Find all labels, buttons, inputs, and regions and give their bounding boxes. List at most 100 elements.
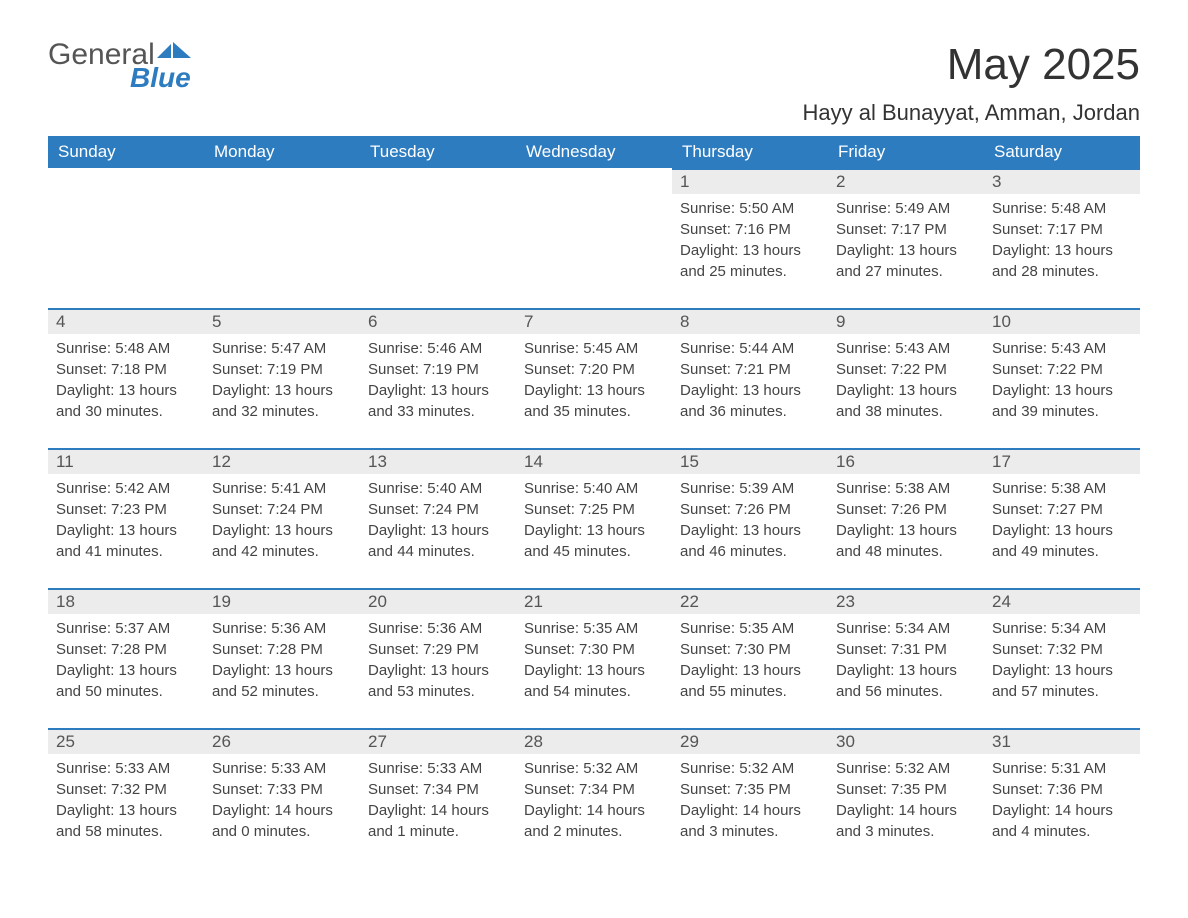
daylight-text: Daylight: 13 hours and 46 minutes.	[680, 520, 820, 562]
sunrise-text: Sunrise: 5:40 AM	[524, 478, 664, 499]
weekday-header: Monday	[204, 136, 360, 168]
daylight-text: Daylight: 13 hours and 27 minutes.	[836, 240, 976, 282]
sunrise-text: Sunrise: 5:44 AM	[680, 338, 820, 359]
weekday-header: Tuesday	[360, 136, 516, 168]
sunset-text: Sunset: 7:29 PM	[368, 639, 508, 660]
day-number: 7	[516, 310, 672, 334]
calendar-day-cell: 8Sunrise: 5:44 AMSunset: 7:21 PMDaylight…	[672, 308, 828, 448]
sunset-text: Sunset: 7:16 PM	[680, 219, 820, 240]
daylight-text: Daylight: 13 hours and 45 minutes.	[524, 520, 664, 562]
day-number: 15	[672, 450, 828, 474]
sunset-text: Sunset: 7:35 PM	[836, 779, 976, 800]
sunset-text: Sunset: 7:35 PM	[680, 779, 820, 800]
daylight-text: Daylight: 13 hours and 38 minutes.	[836, 380, 976, 422]
calendar-body: 1Sunrise: 5:50 AMSunset: 7:16 PMDaylight…	[48, 168, 1140, 868]
day-body: Sunrise: 5:37 AMSunset: 7:28 PMDaylight:…	[48, 614, 204, 728]
day-body: Sunrise: 5:38 AMSunset: 7:26 PMDaylight:…	[828, 474, 984, 588]
calendar-day-cell: 2Sunrise: 5:49 AMSunset: 7:17 PMDaylight…	[828, 168, 984, 308]
sunset-text: Sunset: 7:19 PM	[212, 359, 352, 380]
sunrise-text: Sunrise: 5:47 AM	[212, 338, 352, 359]
weekday-header: Thursday	[672, 136, 828, 168]
day-number: 12	[204, 450, 360, 474]
daylight-text: Daylight: 13 hours and 28 minutes.	[992, 240, 1132, 282]
daylight-text: Daylight: 13 hours and 54 minutes.	[524, 660, 664, 702]
sunrise-text: Sunrise: 5:35 AM	[680, 618, 820, 639]
sunrise-text: Sunrise: 5:33 AM	[368, 758, 508, 779]
daylight-text: Daylight: 13 hours and 42 minutes.	[212, 520, 352, 562]
sunrise-text: Sunrise: 5:36 AM	[212, 618, 352, 639]
daylight-text: Daylight: 13 hours and 52 minutes.	[212, 660, 352, 702]
calendar-day-cell: 25Sunrise: 5:33 AMSunset: 7:32 PMDayligh…	[48, 728, 204, 868]
day-body: Sunrise: 5:46 AMSunset: 7:19 PMDaylight:…	[360, 334, 516, 448]
day-body: Sunrise: 5:44 AMSunset: 7:21 PMDaylight:…	[672, 334, 828, 448]
daylight-text: Daylight: 14 hours and 3 minutes.	[836, 800, 976, 842]
daylight-text: Daylight: 13 hours and 56 minutes.	[836, 660, 976, 702]
calendar-day-cell: 24Sunrise: 5:34 AMSunset: 7:32 PMDayligh…	[984, 588, 1140, 728]
sunset-text: Sunset: 7:28 PM	[212, 639, 352, 660]
sunset-text: Sunset: 7:33 PM	[212, 779, 352, 800]
daylight-text: Daylight: 14 hours and 3 minutes.	[680, 800, 820, 842]
daylight-text: Daylight: 13 hours and 48 minutes.	[836, 520, 976, 562]
daylight-text: Daylight: 13 hours and 49 minutes.	[992, 520, 1132, 562]
calendar-day-cell	[360, 168, 516, 308]
daylight-text: Daylight: 13 hours and 30 minutes.	[56, 380, 196, 422]
day-body: Sunrise: 5:41 AMSunset: 7:24 PMDaylight:…	[204, 474, 360, 588]
calendar-day-cell: 20Sunrise: 5:36 AMSunset: 7:29 PMDayligh…	[360, 588, 516, 728]
sunrise-text: Sunrise: 5:48 AM	[992, 198, 1132, 219]
sunset-text: Sunset: 7:26 PM	[680, 499, 820, 520]
day-number: 25	[48, 730, 204, 754]
daylight-text: Daylight: 13 hours and 39 minutes.	[992, 380, 1132, 422]
sunset-text: Sunset: 7:36 PM	[992, 779, 1132, 800]
day-number: 28	[516, 730, 672, 754]
day-body: Sunrise: 5:36 AMSunset: 7:28 PMDaylight:…	[204, 614, 360, 728]
sunrise-text: Sunrise: 5:35 AM	[524, 618, 664, 639]
calendar-week-row: 4Sunrise: 5:48 AMSunset: 7:18 PMDaylight…	[48, 308, 1140, 448]
sunset-text: Sunset: 7:30 PM	[680, 639, 820, 660]
sunset-text: Sunset: 7:25 PM	[524, 499, 664, 520]
day-body: Sunrise: 5:32 AMSunset: 7:34 PMDaylight:…	[516, 754, 672, 868]
sunset-text: Sunset: 7:34 PM	[524, 779, 664, 800]
day-body: Sunrise: 5:39 AMSunset: 7:26 PMDaylight:…	[672, 474, 828, 588]
sunset-text: Sunset: 7:34 PM	[368, 779, 508, 800]
sunrise-text: Sunrise: 5:39 AM	[680, 478, 820, 499]
calendar-day-cell: 4Sunrise: 5:48 AMSunset: 7:18 PMDaylight…	[48, 308, 204, 448]
daylight-text: Daylight: 13 hours and 53 minutes.	[368, 660, 508, 702]
day-number: 14	[516, 450, 672, 474]
weekday-header: Friday	[828, 136, 984, 168]
sunrise-text: Sunrise: 5:46 AM	[368, 338, 508, 359]
day-body: Sunrise: 5:48 AMSunset: 7:17 PMDaylight:…	[984, 194, 1140, 308]
calendar-day-cell: 9Sunrise: 5:43 AMSunset: 7:22 PMDaylight…	[828, 308, 984, 448]
title-block: May 2025	[947, 40, 1140, 90]
day-body: Sunrise: 5:36 AMSunset: 7:29 PMDaylight:…	[360, 614, 516, 728]
weekday-header: Wednesday	[516, 136, 672, 168]
daylight-text: Daylight: 14 hours and 2 minutes.	[524, 800, 664, 842]
calendar-day-cell: 15Sunrise: 5:39 AMSunset: 7:26 PMDayligh…	[672, 448, 828, 588]
daylight-text: Daylight: 13 hours and 50 minutes.	[56, 660, 196, 702]
day-number: 6	[360, 310, 516, 334]
day-number: 13	[360, 450, 516, 474]
day-body: Sunrise: 5:33 AMSunset: 7:32 PMDaylight:…	[48, 754, 204, 868]
calendar-week-row: 18Sunrise: 5:37 AMSunset: 7:28 PMDayligh…	[48, 588, 1140, 728]
day-body: Sunrise: 5:35 AMSunset: 7:30 PMDaylight:…	[516, 614, 672, 728]
sunrise-text: Sunrise: 5:38 AM	[836, 478, 976, 499]
calendar-week-row: 11Sunrise: 5:42 AMSunset: 7:23 PMDayligh…	[48, 448, 1140, 588]
day-body: Sunrise: 5:31 AMSunset: 7:36 PMDaylight:…	[984, 754, 1140, 868]
day-number: 23	[828, 590, 984, 614]
day-number: 5	[204, 310, 360, 334]
day-number: 9	[828, 310, 984, 334]
calendar-day-cell	[48, 168, 204, 308]
calendar-day-cell: 31Sunrise: 5:31 AMSunset: 7:36 PMDayligh…	[984, 728, 1140, 868]
sunset-text: Sunset: 7:17 PM	[992, 219, 1132, 240]
calendar-day-cell: 6Sunrise: 5:46 AMSunset: 7:19 PMDaylight…	[360, 308, 516, 448]
sunrise-text: Sunrise: 5:37 AM	[56, 618, 196, 639]
sunrise-text: Sunrise: 5:32 AM	[836, 758, 976, 779]
calendar-day-cell: 23Sunrise: 5:34 AMSunset: 7:31 PMDayligh…	[828, 588, 984, 728]
daylight-text: Daylight: 13 hours and 44 minutes.	[368, 520, 508, 562]
calendar-day-cell: 5Sunrise: 5:47 AMSunset: 7:19 PMDaylight…	[204, 308, 360, 448]
day-number: 18	[48, 590, 204, 614]
sunrise-text: Sunrise: 5:31 AM	[992, 758, 1132, 779]
calendar-day-cell: 22Sunrise: 5:35 AMSunset: 7:30 PMDayligh…	[672, 588, 828, 728]
calendar-table: SundayMondayTuesdayWednesdayThursdayFrid…	[48, 136, 1140, 868]
sunrise-text: Sunrise: 5:45 AM	[524, 338, 664, 359]
daylight-text: Daylight: 14 hours and 1 minute.	[368, 800, 508, 842]
